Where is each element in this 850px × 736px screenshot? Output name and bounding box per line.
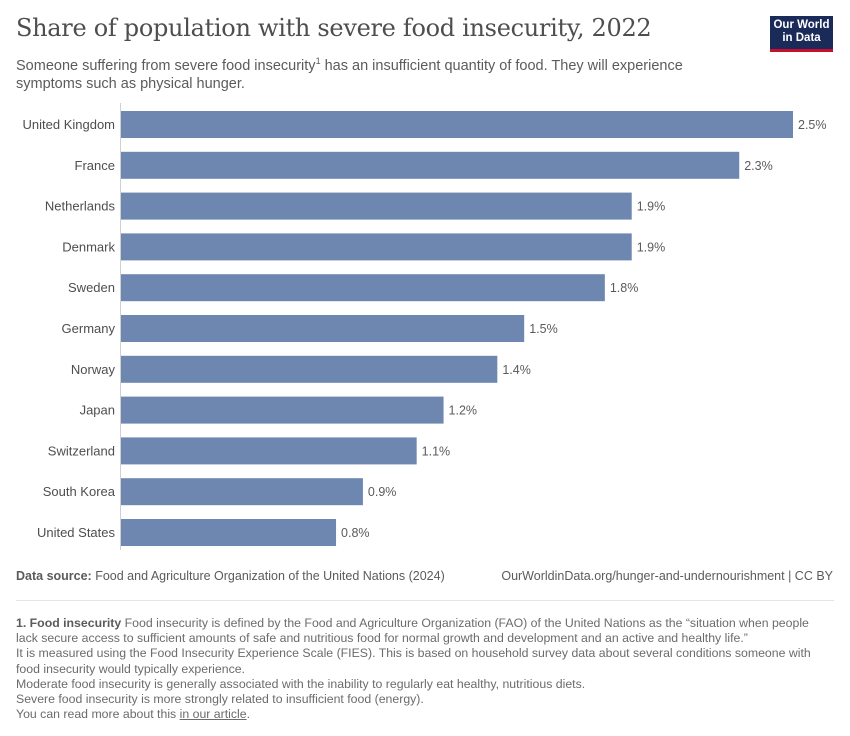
value-label: 1.2% xyxy=(449,404,478,418)
value-label: 1.5% xyxy=(529,322,558,336)
value-label: 1.1% xyxy=(422,444,451,458)
owid-logo[interactable]: Our World in Data xyxy=(770,16,833,52)
bar-netherlands[interactable] xyxy=(121,192,632,220)
note-line: Severe food insecurity is more strongly … xyxy=(16,692,424,707)
value-label: 0.9% xyxy=(368,485,397,499)
bar-sweden[interactable] xyxy=(121,274,605,302)
category-label: South Korea xyxy=(43,484,116,499)
bar-united-states[interactable] xyxy=(121,519,337,546)
value-label: 2.5% xyxy=(798,118,827,132)
bar-germany[interactable] xyxy=(121,315,525,342)
subtitle-text-rest: has an insufficient quantity of food. Th… xyxy=(16,57,683,92)
category-label: Germany xyxy=(62,321,116,336)
bar-united-kingdom[interactable] xyxy=(121,111,793,138)
value-label: 1.9% xyxy=(637,200,666,214)
note-title: 1. Food insecurity xyxy=(16,616,122,630)
bar-france[interactable] xyxy=(121,151,740,179)
credit-link[interactable]: OurWorldinData.org/hunger-and-undernouri… xyxy=(501,569,833,583)
note-line: It is measured using the Food Insecurity… xyxy=(16,646,811,676)
source-text: Food and Agriculture Organization of the… xyxy=(95,569,445,583)
value-label: 1.8% xyxy=(610,281,639,295)
source-label: Data source: xyxy=(16,569,92,583)
bar-south-korea[interactable] xyxy=(121,478,363,506)
logo-line-2: in Data xyxy=(782,32,821,44)
divider xyxy=(16,600,834,601)
note-line: Food insecurity is defined by the Food a… xyxy=(16,616,809,646)
chart-title: Share of population with severe food ins… xyxy=(16,14,652,42)
category-label: Sweden xyxy=(68,280,115,295)
value-label: 1.4% xyxy=(502,363,531,377)
category-label: France xyxy=(75,158,115,173)
category-label: Netherlands xyxy=(45,199,116,214)
category-label: United States xyxy=(37,525,116,540)
bar-denmark[interactable] xyxy=(121,233,632,261)
chart-subtitle: Someone suffering from severe food insec… xyxy=(16,52,736,93)
category-label: Japan xyxy=(80,403,115,418)
bar-japan[interactable] xyxy=(121,396,444,424)
value-label: 2.3% xyxy=(744,159,773,173)
logo-line-1: Our World xyxy=(773,19,830,31)
footnote-ref: 1 xyxy=(315,56,321,66)
category-label: United Kingdom xyxy=(23,117,116,132)
article-link[interactable]: in our article xyxy=(179,707,247,722)
bar-norway[interactable] xyxy=(121,355,498,383)
category-label: Switzerland xyxy=(48,443,115,458)
data-source: Data source: Food and Agriculture Organi… xyxy=(16,569,445,583)
value-label: 1.9% xyxy=(637,240,666,254)
bar-switzerland[interactable] xyxy=(121,437,417,465)
note-line: Moderate food insecurity is generally as… xyxy=(16,676,586,691)
footnotes: 1. Food insecurity Food insecurity is de… xyxy=(16,616,816,722)
value-label: 0.8% xyxy=(341,526,370,540)
subtitle-text: Someone suffering from severe food insec… xyxy=(16,57,316,74)
bar-chart: United Kingdom 2.5% France 2.3% Netherlands 1… xyxy=(23,103,827,550)
note-period: . xyxy=(246,707,251,722)
category-label: Norway xyxy=(71,362,116,377)
note-line: You can read more about this xyxy=(16,707,180,722)
category-label: Denmark xyxy=(62,239,115,254)
